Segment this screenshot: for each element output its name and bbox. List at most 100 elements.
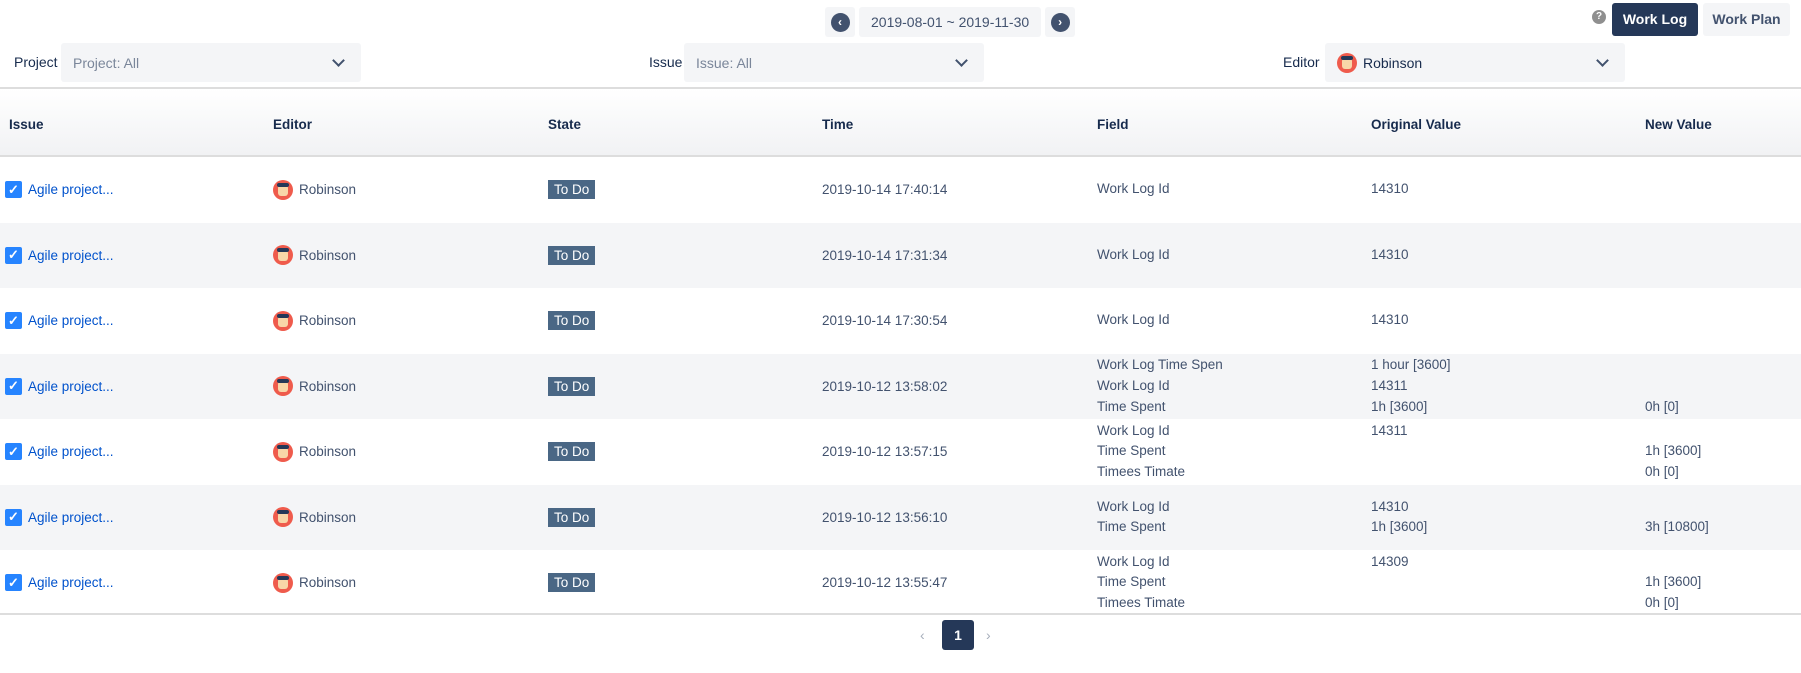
column-header-original-value: Original Value [1371, 117, 1462, 132]
status-badge: To Do [548, 442, 596, 462]
original-cell: 14310 [1371, 157, 1409, 223]
issue-select[interactable]: Issue: All [684, 43, 984, 82]
issue-link[interactable]: Agile project... [28, 182, 114, 198]
issue-link[interactable]: Agile project... [28, 509, 114, 525]
prev-page-button[interactable]: ‹ [920, 627, 925, 643]
editor-name: Robinson [299, 182, 357, 198]
date-range-nav: ‹ 2019-08-01 ~ 2019-11-30 › [825, 7, 1076, 37]
avatar [273, 572, 293, 593]
next-period-button[interactable]: › [1045, 7, 1076, 37]
status-badge: To Do [548, 180, 596, 200]
issue-select-value: Issue: All [696, 54, 753, 71]
field-value: Work Log Id [1097, 377, 1170, 393]
next-page-button[interactable]: › [986, 627, 991, 643]
original-value: 14311 [1371, 377, 1408, 393]
issue-cell: ✓ Agile project... [5, 419, 114, 485]
issue-link[interactable]: Agile project... [28, 575, 114, 591]
field-cell: Work Log Id [1097, 288, 1170, 354]
issue-filter-label: Issue [649, 54, 683, 70]
field-cell: Work Log Id [1097, 223, 1170, 289]
time-cell: 2019-10-12 13:55:47 [822, 575, 948, 591]
task-checkbox-icon: ✓ [5, 508, 22, 526]
column-header-editor: Editor [273, 117, 312, 132]
chevron-down-icon [955, 53, 968, 67]
time-cell: 2019-10-12 13:58:02 [822, 378, 948, 394]
original-value: 14310 [1371, 246, 1409, 262]
column-header-field: Field [1097, 117, 1129, 132]
time-cell: 2019-10-14 17:40:14 [822, 182, 948, 198]
new-cell: 1h [3600] 0h [0] [1645, 550, 1701, 616]
editor-cell: Robinson [273, 157, 356, 223]
work-log-button[interactable]: Work Log [1612, 3, 1698, 36]
editor-cell: Robinson [273, 419, 356, 485]
task-checkbox-icon: ✓ [5, 181, 22, 199]
state-cell: To Do [548, 485, 596, 551]
chevron-right-icon: › [1050, 12, 1070, 32]
editor-cell: Robinson [273, 354, 356, 420]
task-checkbox-icon: ✓ [5, 312, 22, 330]
task-checkbox-icon: ✓ [5, 377, 22, 395]
state-cell: To Do [548, 419, 596, 485]
time-cell: 2019-10-12 13:56:10 [822, 509, 948, 525]
editor-cell: Robinson [273, 223, 356, 289]
original-value: 14310 [1371, 312, 1409, 328]
field-cell: Work Log Time Spen Work Log Id Time Spent [1097, 354, 1223, 420]
field-value: Work Log Id [1097, 312, 1170, 328]
help-icon[interactable]: ? [1592, 10, 1606, 24]
editor-name: Robinson [299, 509, 357, 525]
issue-cell: ✓ Agile project... [5, 550, 114, 616]
issue-link[interactable]: Agile project... [28, 313, 114, 329]
status-badge: To Do [548, 245, 596, 265]
issue-cell: ✓ Agile project... [5, 223, 114, 289]
project-select-value: Project: All [73, 54, 140, 71]
editor-name: Robinson [299, 444, 357, 460]
field-cell: Work Log Id Time Spent Timees Timate [1097, 550, 1185, 616]
time-cell: 2019-10-14 17:31:34 [822, 247, 948, 263]
chevron-down-icon [332, 53, 345, 67]
task-checkbox-icon: ✓ [5, 443, 22, 461]
issue-link[interactable]: Agile project... [28, 247, 114, 263]
original-value: 1h [3600] [1371, 519, 1428, 535]
state-cell: To Do [548, 223, 596, 289]
original-cell: 14310 [1371, 288, 1409, 354]
issue-link[interactable]: Agile project... [28, 378, 114, 394]
table-row: ✓ Agile project... Robinson To Do 2019-10… [0, 157, 1801, 223]
editor-name: Robinson [299, 575, 357, 591]
table-row: ✓ Agile project... Robinson To Do 2019-10… [0, 288, 1801, 354]
editor-select[interactable]: Robinson [1325, 43, 1625, 82]
new-value: 3h [10800] [1645, 519, 1709, 535]
original-cell: 14309 [1371, 550, 1409, 616]
field-value: Work Log Time Spen [1097, 357, 1223, 373]
avatar [273, 376, 293, 397]
editor-cell: Robinson [273, 550, 356, 616]
original-cell: 14310 1h [3600] [1371, 485, 1427, 551]
avatar [1337, 52, 1357, 73]
field-cell: Work Log Id [1097, 157, 1170, 223]
original-value: 14309 [1371, 553, 1409, 569]
editor-cell: Robinson [273, 485, 356, 551]
field-value: Time Spent [1097, 574, 1166, 590]
avatar [273, 310, 293, 331]
project-select[interactable]: Project: All [61, 43, 361, 82]
issue-link[interactable]: Agile project... [28, 444, 114, 460]
issue-cell: ✓ Agile project... [5, 485, 114, 551]
field-value: Time Spent [1097, 398, 1166, 414]
date-range-picker[interactable]: 2019-08-01 ~ 2019-11-30 [859, 7, 1042, 37]
time-cell: 2019-10-12 13:57:15 [822, 444, 948, 460]
field-value: Work Log Id [1097, 553, 1170, 569]
table-row: ✓ Agile project... Robinson To Do 2019-10… [0, 550, 1801, 616]
work-plan-button[interactable]: Work Plan [1703, 3, 1790, 36]
avatar [273, 179, 293, 200]
task-checkbox-icon: ✓ [5, 246, 22, 264]
page-1-button[interactable]: 1 [942, 620, 974, 650]
table-bottom-divider [0, 613, 1801, 615]
new-value: 0h [0] [1645, 464, 1679, 480]
editor-cell: Robinson [273, 288, 356, 354]
column-header-state: State [548, 117, 582, 132]
field-cell: Work Log Id Time Spent [1097, 485, 1170, 551]
new-value: 0h [0] [1645, 595, 1679, 611]
column-header-new-value: New Value [1645, 117, 1712, 132]
prev-period-button[interactable]: ‹ [825, 7, 855, 37]
original-value: 14311 [1371, 422, 1408, 438]
avatar [273, 245, 293, 266]
